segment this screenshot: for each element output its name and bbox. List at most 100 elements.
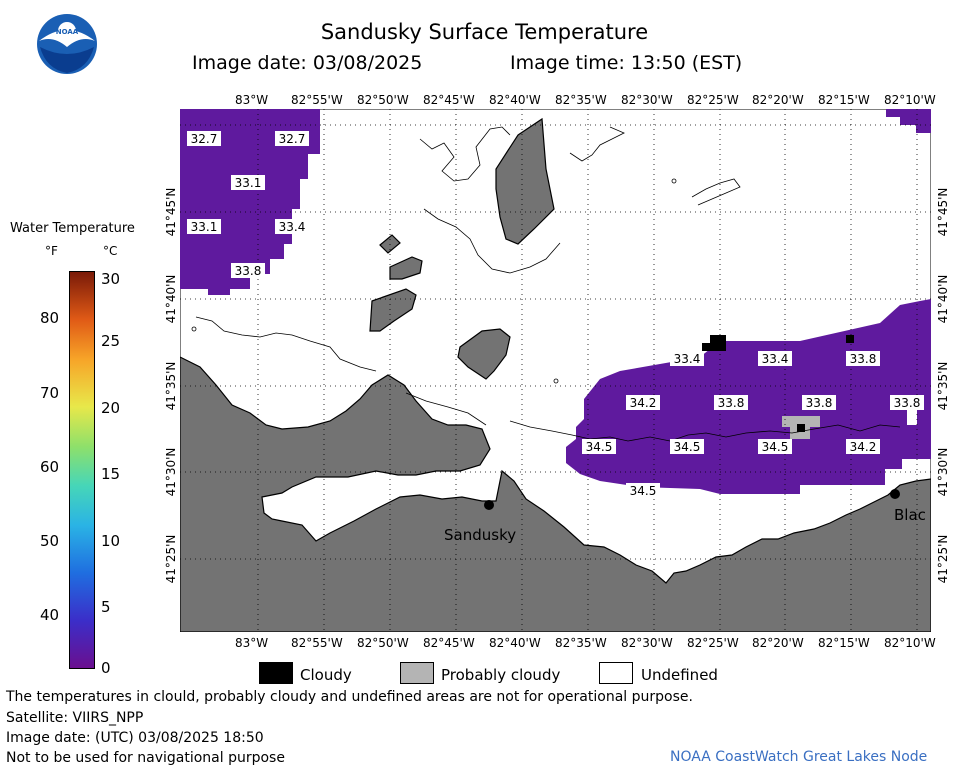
contour-line (423, 208, 561, 274)
undefined-swatch (599, 662, 633, 684)
lat-label: 41°45'N (164, 188, 178, 237)
top-lon-label: 82°40'W (489, 93, 541, 107)
credit-text: NOAA CoastWatch Great Lakes Node (670, 749, 928, 765)
svg-text:33.4: 33.4 (762, 352, 789, 366)
water-region-southeast (566, 299, 931, 494)
scale-c-30: 30 (101, 270, 121, 288)
lat-label: 41°35'N (936, 362, 950, 411)
top-lon-label: 82°25'W (687, 93, 739, 107)
land-island-bass (457, 328, 511, 380)
bottom-lon-label: 82°25'W (687, 636, 739, 650)
temp-label: 34.5 (670, 439, 704, 454)
temp-label: 33.8 (890, 395, 924, 410)
scale-c-5: 5 (101, 598, 111, 616)
right-latitude-labels: 41°45'N 41°40'N 41°35'N 41°30'N 41°25'N (936, 188, 950, 584)
temp-label: 33.4 (670, 351, 704, 366)
undefined-pixel (907, 409, 917, 425)
svg-text:33.8: 33.8 (894, 396, 921, 410)
bay-partial-label: Blac (894, 506, 926, 524)
svg-text:33.4: 33.4 (674, 352, 701, 366)
temp-label: 34.5 (582, 439, 616, 454)
top-lon-label: 83°W (235, 93, 269, 107)
lat-label: 41°25'N (936, 535, 950, 584)
contour-line (569, 126, 625, 162)
temp-label: 33.8 (714, 395, 748, 410)
scale-f-80: 80 (40, 309, 60, 327)
cloudy-pixel (702, 343, 710, 351)
temp-label: 34.2 (626, 395, 660, 410)
contour-line (691, 178, 741, 206)
svg-text:34.2: 34.2 (850, 440, 877, 454)
svg-text:33.8: 33.8 (718, 396, 745, 410)
bottom-lon-label: 82°50'W (357, 636, 409, 650)
svg-text:33.4: 33.4 (279, 220, 306, 234)
lat-label: 41°45'N (936, 188, 950, 237)
cloudy-pixel (710, 335, 726, 351)
water-region-northeast (886, 109, 931, 133)
graticule (180, 109, 931, 632)
temperature-color-scale (69, 271, 95, 669)
contour-dot (191, 326, 197, 332)
top-lon-label: 82°35'W (555, 93, 607, 107)
land-mainland (180, 356, 931, 632)
bay-marker (890, 489, 900, 499)
svg-text:32.7: 32.7 (191, 132, 218, 146)
temp-label: 32.7 (275, 131, 309, 146)
cloudy-pixel (846, 335, 854, 343)
probably-cloudy-swatch (400, 662, 434, 684)
land-island-kelleys (369, 288, 417, 332)
svg-text:34.5: 34.5 (762, 440, 789, 454)
top-lon-label: 82°10'W (884, 93, 936, 107)
top-lon-label: 82°15'W (818, 93, 870, 107)
temp-label: 34.5 (626, 483, 660, 498)
scale-c-25: 25 (101, 332, 121, 350)
satellite-text: Satellite: VIIRS_NPP (6, 710, 144, 726)
map-title: Sandusky Surface Temperature (320, 20, 649, 44)
lat-label: 41°35'N (164, 362, 178, 411)
water-region-northwest (180, 109, 320, 295)
temp-label: 33.8 (846, 351, 880, 366)
scale-f-50: 50 (40, 532, 60, 550)
svg-text:34.5: 34.5 (674, 440, 701, 454)
top-lon-label: 82°45'W (423, 93, 475, 107)
scale-c-20: 20 (101, 399, 121, 417)
lat-label: 41°40'N (164, 275, 178, 324)
sandusky-marker (484, 500, 494, 510)
scale-c-15: 15 (101, 465, 121, 483)
cloudy-label: Cloudy (300, 666, 352, 684)
svg-text:33.8: 33.8 (235, 264, 262, 278)
svg-text:33.8: 33.8 (850, 352, 877, 366)
bottom-lon-label: 82°40'W (489, 636, 541, 650)
top-lon-label: 82°30'W (621, 93, 673, 107)
legend-title: Water Temperature (10, 221, 135, 236)
legend-unit-f: °F (45, 244, 58, 258)
contour-dot (553, 378, 559, 384)
contour-line (419, 126, 511, 182)
contour-line (405, 392, 487, 426)
utc-date-text: Image date: (UTC) 03/08/2025 18:50 (6, 730, 264, 746)
temp-label: 33.4 (275, 219, 309, 234)
temp-label: 33.4 (758, 351, 792, 366)
lat-label: 41°30'N (936, 448, 950, 497)
contour-line (509, 420, 901, 442)
bottom-lon-label: 82°45'W (423, 636, 475, 650)
svg-text:33.1: 33.1 (235, 176, 262, 190)
bottom-lon-label: 82°55'W (291, 636, 343, 650)
cloudy-pixel (797, 424, 805, 432)
svg-text:NOAA: NOAA (56, 28, 79, 36)
svg-text:33.8: 33.8 (806, 396, 833, 410)
land-island-north (495, 117, 555, 245)
lat-label: 41°30'N (164, 448, 178, 497)
scale-f-40: 40 (40, 606, 60, 624)
contour-dot (671, 178, 677, 184)
navigation-warning: Not to be used for navigational purpose (6, 750, 285, 766)
svg-text:33.1: 33.1 (191, 220, 218, 234)
undefined-label: Undefined (641, 666, 718, 684)
temp-label: 33.8 (231, 263, 265, 278)
bottom-lon-label: 82°35'W (555, 636, 607, 650)
temp-label: 33.1 (231, 175, 265, 190)
temperature-labels: 32.7 32.7 33.1 33.1 33.4 33.8 33.4 33.4 … (187, 131, 924, 498)
bottom-lon-label: 82°30'W (621, 636, 673, 650)
svg-text:34.5: 34.5 (630, 484, 657, 498)
svg-text:34.2: 34.2 (630, 396, 657, 410)
